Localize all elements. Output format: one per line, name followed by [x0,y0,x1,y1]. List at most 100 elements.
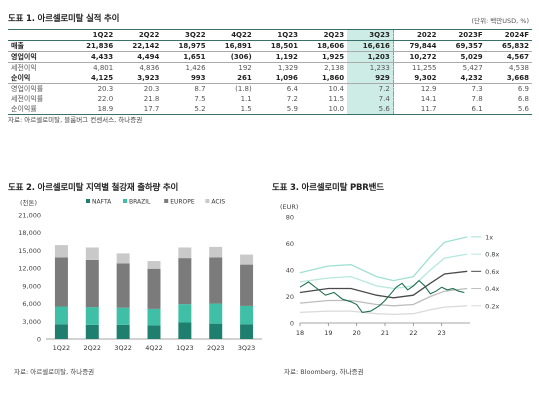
legend-label: ACIS [211,199,225,206]
table-cell: 929 [347,73,394,84]
bar-segment [54,245,68,258]
x-tick-label: 18 [296,329,304,337]
table-cell: 1.1 [240,95,252,103]
table-cell: 8.7 [194,85,206,93]
table-cell: 21.8 [143,95,160,103]
table-cell: 18.9 [70,104,117,115]
legend-label: BRAZIL [129,199,151,206]
table-cell: 1,096 [254,73,301,84]
column-header: 1Q22 [70,29,117,41]
table-cell: 79,844 [392,40,440,52]
table-cell: 10.4 [328,85,345,93]
legend-swatch [123,199,127,203]
bar-segment [54,257,68,307]
y-tick-label: 3,000 [22,318,41,326]
column-header: 2022 [392,29,440,41]
table-cell: 5.2 [162,104,209,115]
price-line [299,279,465,313]
row-label: 세전이익률 [11,95,44,103]
row-label: 순이익률 [8,104,70,115]
table-cell: 1,329 [277,64,298,72]
table-cell: 5.6 [347,104,394,115]
table-cell: 10,272 [392,51,440,63]
column-header: 2024F [485,29,532,41]
band-label: 0.6x [485,268,499,276]
table-cell: 4,232 [439,73,486,84]
x-tick-label: 20 [353,329,361,337]
table-cell: 11.7 [392,104,440,115]
x-tick-label: 19 [324,329,332,337]
table-cell: 5.6 [485,104,532,115]
row-label: 순이익 [8,73,70,84]
column-header: 4Q22 [208,29,255,41]
table-cell: 5.9 [254,104,301,115]
bar-segment [116,324,130,339]
fig1-title: 도표 1. 아르셀로미탈 실적 추이 [8,14,120,24]
bar-segment [240,254,254,265]
band-line [299,236,468,282]
table-cell: 3,923 [116,73,163,84]
row-label: 영업이익률 [11,85,44,93]
y-tick-label: 0 [290,320,294,328]
x-tick-label: 1Q23 [176,344,194,352]
y-tick-label: 18,000 [18,229,41,237]
y-tick-label: 6,000 [22,300,41,308]
table-cell: 18,501 [254,40,301,52]
legend-swatch [205,199,210,203]
column-header: 3Q22 [162,29,209,41]
bar-segment [209,257,223,304]
table-row: 순이익률 18.9 17.7 5.2 1.5 5.9 10.0 5.6 11.7 6.1 5.6 [8,104,532,115]
table-cell: (306) [208,51,255,63]
table-cell: 12.9 [392,83,440,94]
column-header: 2Q23 [300,29,348,41]
bar-segment [54,324,68,339]
table-cell: 3,668 [485,73,532,84]
y-tick-label: 80 [286,214,294,222]
row-label: 영업이익 [8,51,70,63]
x-tick-label: 23 [438,329,446,337]
band-line [299,253,468,290]
table-cell: 20.3 [143,85,160,93]
table-cell: 7.8 [471,95,483,103]
table-cell: 20.3 [97,85,114,93]
band-line [299,287,468,307]
earnings-table: 1Q22 2Q22 3Q22 4Q22 1Q23 2Q23 3Q23 2022 2023F 202… [8,29,532,115]
pbr-band-chart: (EUR) 0 20 40 60 80 18 19 20 21 22 23 1x 0.8x 0.6x 0.4x… [280,203,500,337]
x-tick-label: 2Q23 [207,344,225,352]
legend-label: NAFTA [92,199,112,206]
table-row: 세전이익률 22.0 21.8 7.5 1.1 7.2 11.5 7.4 14.1 7.8 6.8 [8,94,532,104]
table-cell: 1,860 [300,73,348,84]
y-tick-label: 15,000 [18,247,41,255]
table-cell: 6.4 [286,85,298,93]
table-row: 순이익 4,125 3,923 993 261 1,096 1,860 929 9,302 4,2… [8,73,532,84]
table-row: 영업이익률 20.3 20.3 8.7 (1.8) 6.4 10.4 7.2 12.9 7.3 6.… [8,83,532,94]
y-tick-label: 20 [286,293,294,301]
fig2-title: 도표 2. 아르셀로미탈 지역별 철강재 출하량 추이 [8,183,179,193]
row-label: 매출 [8,40,70,52]
band-line [299,270,468,299]
bar-segment [240,324,254,339]
band-label: 0.4x [485,285,499,293]
table-cell: 1,192 [254,51,301,63]
bar-segment [147,325,161,339]
fig3-source: 자료: Bloomberg, 하나증권 [284,368,364,376]
table-cell: 21,836 [70,40,117,52]
y-tick-label: 9,000 [22,282,41,290]
table-cell: 10.0 [300,104,348,115]
table-cell: 5,427 [462,64,483,72]
x-tick-label: 3Q22 [114,344,132,352]
legend-swatch [164,199,169,203]
column-header: 2023F [439,29,486,41]
table-cell: 7.2 [286,95,298,103]
table-cell: 65,832 [485,40,532,52]
y-tick-label: 40 [286,267,294,275]
fig2-unit: (천톤) [20,198,37,207]
bar-segment [147,261,161,269]
band-label: 0.2x [485,302,499,310]
x-tick-label: 22 [409,329,417,337]
table-cell: 7.4 [347,94,394,104]
table-cell: 993 [162,73,209,84]
table-cell: 18,606 [300,40,348,52]
table-cell: 14.1 [392,94,440,104]
table-row: 매출 21,836 22,142 18,975 16,891 18,501 18,606 16… [8,40,532,52]
